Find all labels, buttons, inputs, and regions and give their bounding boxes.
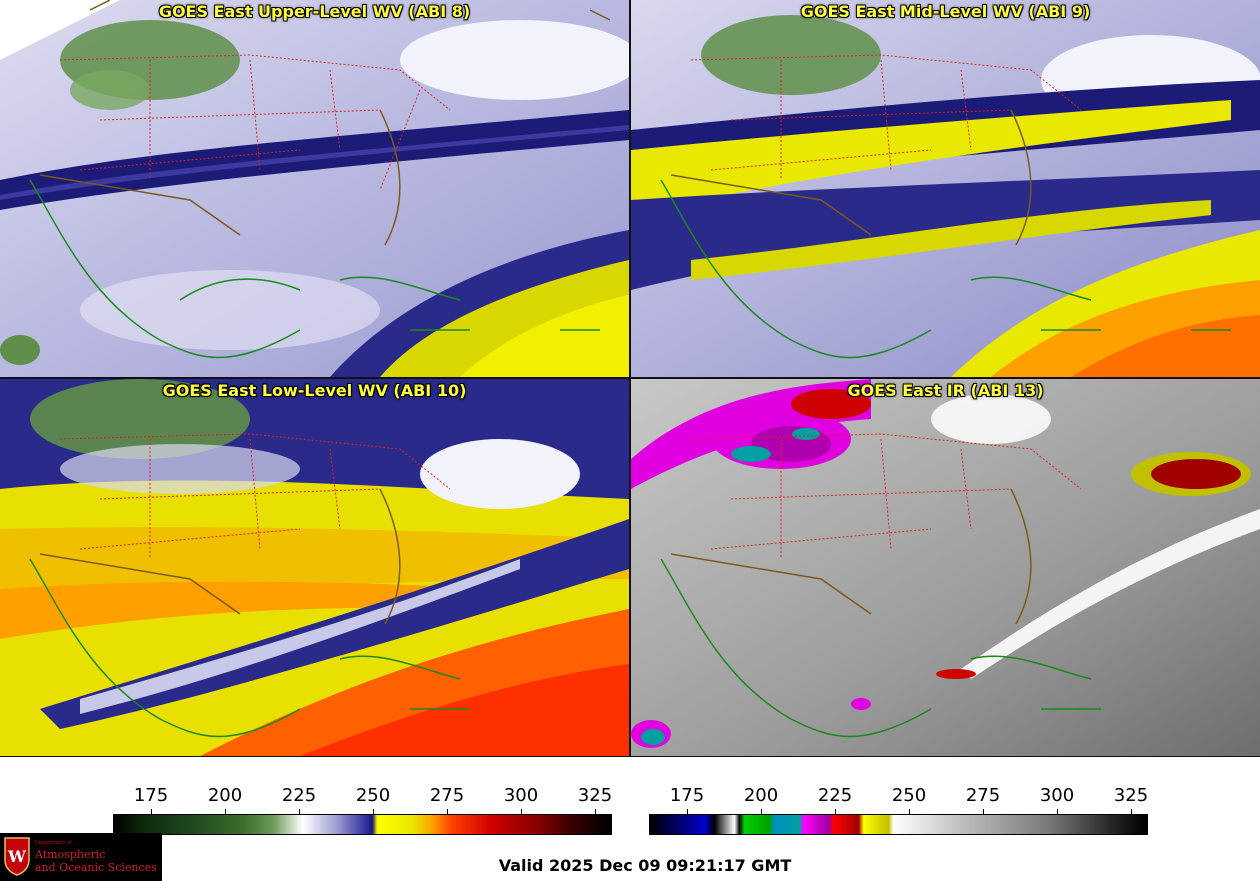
wv-tick-mark — [151, 809, 152, 814]
logo-line1: Atmospheric — [35, 848, 106, 861]
logo-line2: and Oceanic Sciences — [35, 861, 157, 874]
ir-tick-mark — [909, 809, 910, 814]
wv-tick-mark — [447, 809, 448, 814]
wv-tick-label: 225 — [281, 785, 317, 806]
ir-tick-label: 175 — [669, 785, 705, 806]
ir-tick-label: 300 — [1039, 785, 1075, 806]
crest-icon: W — [4, 837, 30, 876]
ir-tick-label: 275 — [965, 785, 1001, 806]
valid-time: Valid 2025 Dec 09 09:21:17 GMT — [498, 856, 792, 875]
ir-tick-mark — [1057, 809, 1058, 814]
ir-tick-mark — [835, 809, 836, 814]
wv-tick-label: 200 — [207, 785, 243, 806]
panel-bottom-border — [0, 756, 1260, 757]
ir-image — [631, 379, 1260, 756]
mid-level-wv-image — [631, 0, 1260, 377]
wv-tick-label: 250 — [355, 785, 391, 806]
wv-tick-mark — [521, 809, 522, 814]
ir-tick-mark — [687, 809, 688, 814]
ir-colorbar — [649, 814, 1148, 835]
panel-upper-level-wv: GOES East Upper-Level WV (ABI 8) — [0, 0, 629, 377]
panel-low-level-wv: GOES East Low-Level WV (ABI 10) — [0, 379, 629, 756]
ir-tick-label: 325 — [1113, 785, 1149, 806]
wv-tick-label: 175 — [133, 785, 169, 806]
wv-tick-mark — [595, 809, 596, 814]
ir-tick-mark — [761, 809, 762, 814]
panel-ir: GOES East IR (ABI 13) — [631, 379, 1260, 756]
aos-logo: W Department of Atmospheric and Oceanic … — [0, 833, 162, 881]
panel-mid-level-wv: GOES East Mid-Level WV (ABI 9) — [631, 0, 1260, 377]
ir-tick-mark — [1131, 809, 1132, 814]
wv-tick-label: 300 — [503, 785, 539, 806]
upper-level-wv-image — [0, 0, 629, 377]
ir-tick-label: 225 — [817, 785, 853, 806]
wv-tick-label: 325 — [577, 785, 613, 806]
panel-divider-horizontal — [0, 377, 1260, 379]
wv-tick-label: 275 — [429, 785, 465, 806]
ir-tick-label: 200 — [743, 785, 779, 806]
logo-department: Department of — [35, 840, 72, 846]
wv-tick-mark — [225, 809, 226, 814]
wv-tick-mark — [373, 809, 374, 814]
low-level-wv-image — [0, 379, 629, 756]
crest-letter: W — [7, 847, 27, 866]
ir-tick-label: 250 — [891, 785, 927, 806]
ir-tick-mark — [983, 809, 984, 814]
wv-tick-mark — [299, 809, 300, 814]
wv-colorbar — [113, 814, 612, 835]
